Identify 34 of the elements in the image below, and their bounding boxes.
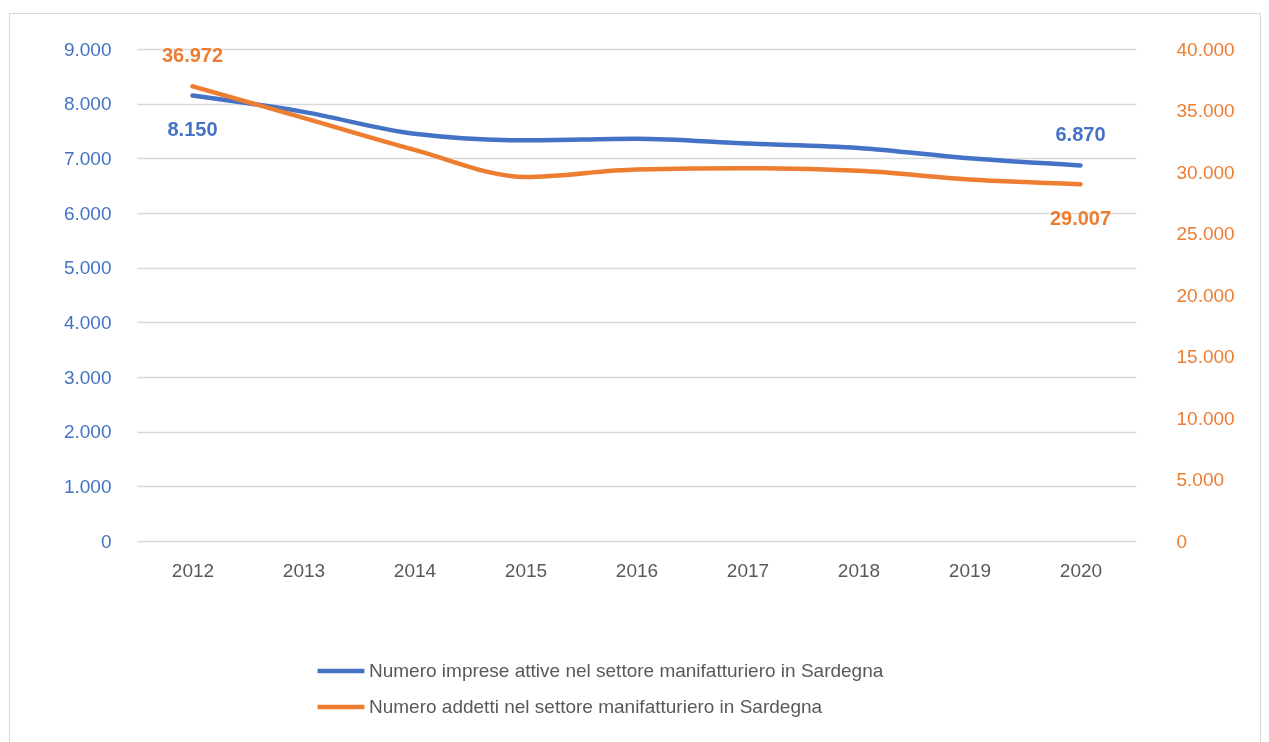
x-tick-label: 2013 (282, 559, 326, 581)
x-tick-label: 2017 (726, 559, 770, 581)
y-tick-label: 0 (100, 530, 112, 552)
x-tick-label: 2019 (948, 559, 992, 581)
y2-tick-label: 40.000 (1176, 38, 1235, 60)
y2-tick-label: 35.000 (1176, 100, 1235, 121)
y-tick-label: 3.000 (63, 366, 112, 388)
data-label: 36.972 (161, 44, 224, 67)
y2-tick-label: 20.000 (1176, 284, 1235, 306)
y-tick-label: 6.000 (63, 202, 112, 224)
y2-tick-label: 25.000 (1176, 223, 1235, 244)
y-tick-label: 1.000 (63, 475, 112, 497)
y-tick-label: 9.000 (63, 38, 112, 60)
legend-label: Numero addetti nel settore manifatturiero in Sardegna (369, 696, 823, 717)
y2-tick-label: 0 (1176, 530, 1188, 552)
data-label: 8.150 (167, 118, 218, 141)
y-tick-label: 5.000 (63, 257, 112, 279)
x-tick-label: 2018 (837, 559, 881, 581)
x-tick-label: 2012 (171, 559, 215, 581)
y2-tick-label: 15.000 (1176, 346, 1235, 367)
y2-tick-label: 30.000 (1176, 161, 1235, 183)
y-tick-label: 7.000 (63, 147, 112, 169)
data-label: 6.870 (1055, 123, 1106, 146)
legend-label: Numero imprese attive nel settore manifatturiero in Sardegna (369, 660, 884, 681)
x-tick-label: 2015 (504, 559, 548, 581)
x-tick-label: 2016 (615, 559, 659, 581)
y-tick-label: 4.000 (63, 311, 112, 333)
x-tick-label: 2014 (393, 559, 437, 581)
data-label: 29.007 (1049, 207, 1112, 230)
x-tick-label: 2020 (1059, 559, 1103, 581)
y-tick-label: 8.000 (63, 93, 112, 115)
y-tick-label: 2.000 (63, 421, 112, 443)
y2-tick-label: 10.000 (1176, 407, 1235, 429)
y2-tick-label: 5.000 (1176, 469, 1225, 490)
